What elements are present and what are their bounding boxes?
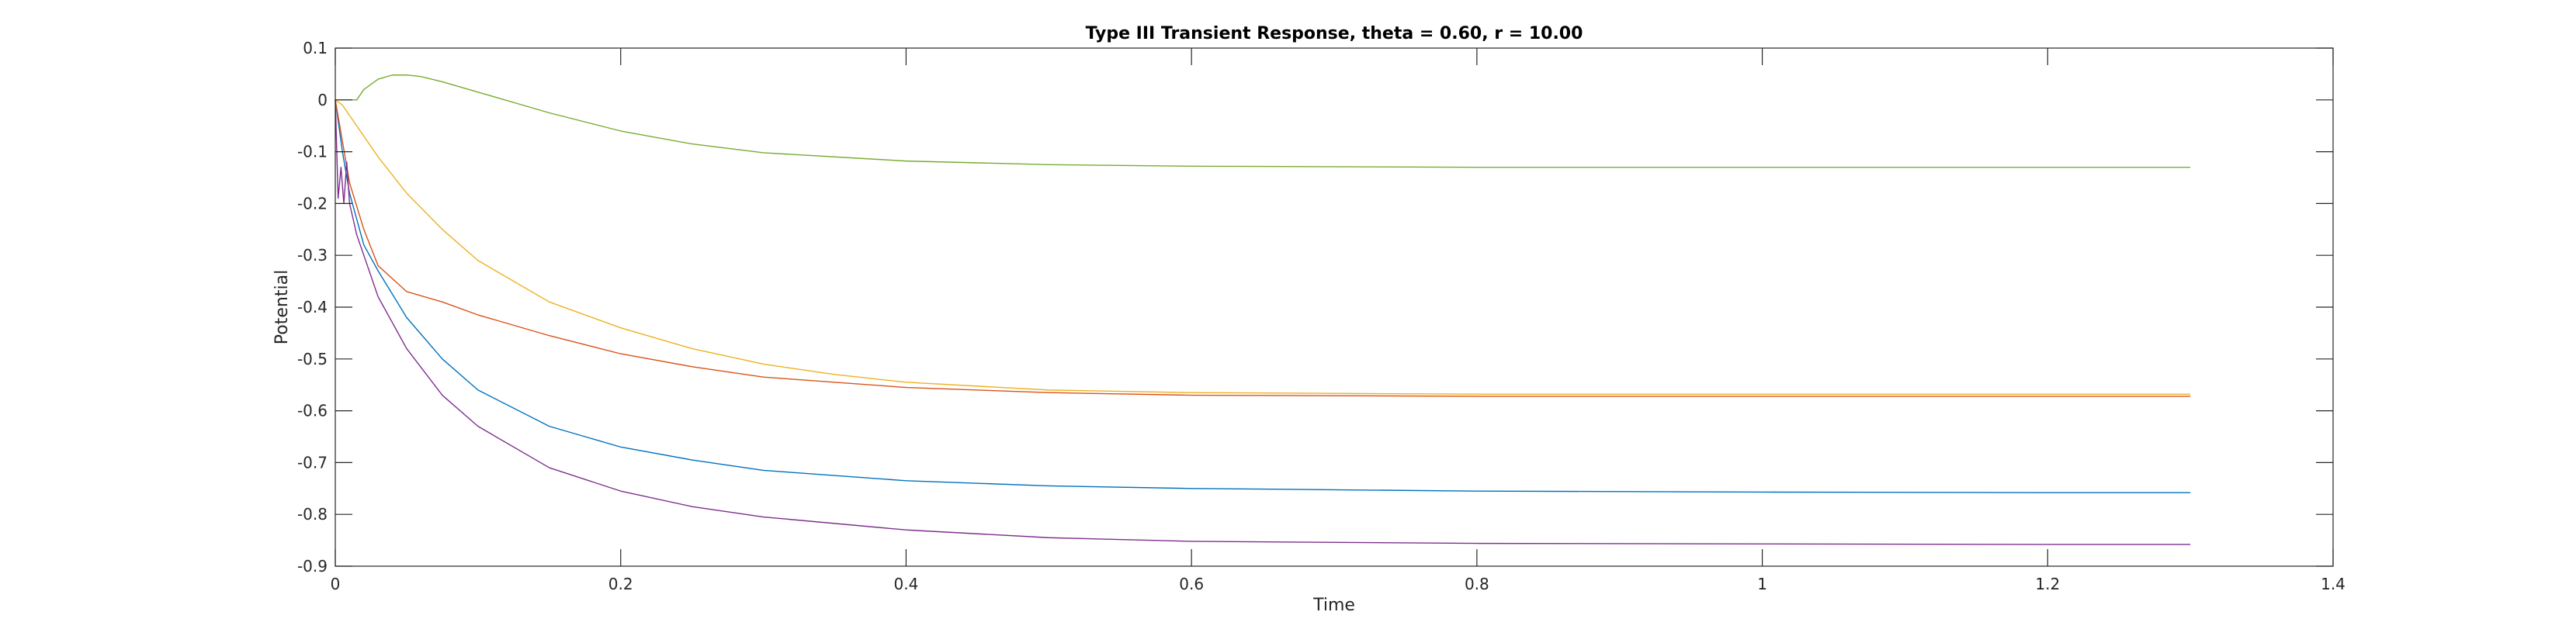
series-line-4 xyxy=(335,99,2191,545)
x-tick-label: 0.4 xyxy=(894,575,919,593)
series-line-1 xyxy=(335,99,2191,493)
x-axis-tick-labels: 0 0.2 0.4 0.6 0.8 1 1.2 1.4 xyxy=(331,575,2345,593)
y-tick-label: -0.2 xyxy=(297,194,328,213)
x-tick-label: 1.4 xyxy=(2321,575,2345,593)
chart-title: Type III Transient Response, theta = 0.6… xyxy=(1086,24,1583,43)
x-axis-label: Time xyxy=(1312,596,1355,615)
x-tick-label: 1.2 xyxy=(2035,575,2060,593)
x-tick-label: 0.6 xyxy=(1179,575,1204,593)
series-group xyxy=(335,74,2191,545)
y-tick-label: -0.9 xyxy=(297,557,328,576)
y-tick-label: 0.1 xyxy=(303,39,328,57)
y-tick-label: 0 xyxy=(317,91,328,109)
y-axis-label: Potential xyxy=(272,270,292,344)
y-tick-label: -0.6 xyxy=(297,402,328,420)
series-line-2 xyxy=(335,99,2191,397)
x-tick-label: 0.8 xyxy=(1465,575,1489,593)
y-tick-label: -0.5 xyxy=(297,350,328,368)
series-line-5 xyxy=(335,74,2191,168)
x-tick-label: 0 xyxy=(331,575,341,593)
series-line-3 xyxy=(335,99,2191,395)
plot-background xyxy=(335,48,2333,566)
y-tick-label: -0.1 xyxy=(297,143,328,161)
y-tick-label: -0.7 xyxy=(297,453,328,472)
y-tick-label: -0.3 xyxy=(297,246,328,264)
tick-marks xyxy=(335,47,2334,567)
x-tick-label: 1 xyxy=(1757,575,1767,593)
y-tick-label: -0.4 xyxy=(297,298,328,316)
y-axis-tick-labels: 0.1 0 -0.1 -0.2 -0.3 -0.4 -0.5 -0.6 -0.7 -0.8 -0.9 xyxy=(297,39,328,576)
y-tick-label: -0.8 xyxy=(297,505,328,524)
plot-area xyxy=(335,47,2334,567)
x-tick-label: 0.2 xyxy=(608,575,633,593)
